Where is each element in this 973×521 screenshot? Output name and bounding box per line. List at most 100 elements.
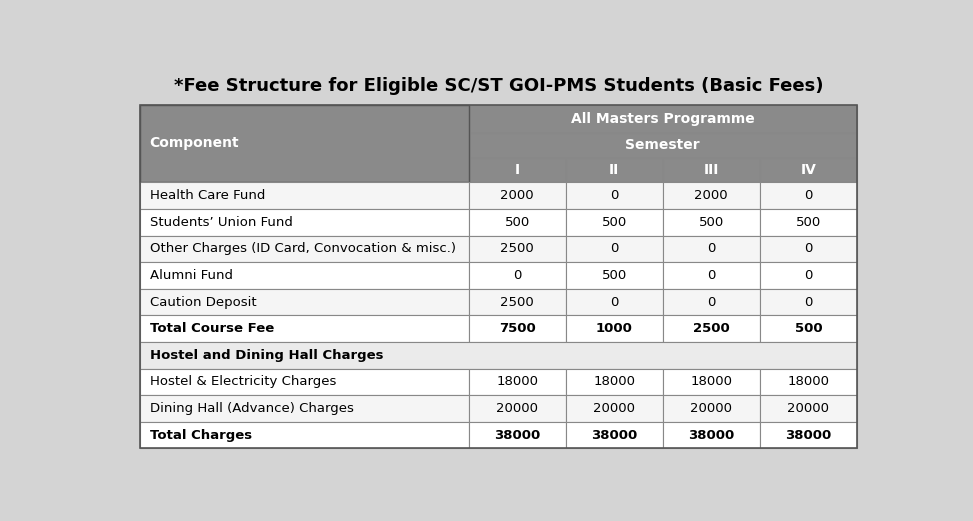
Bar <box>663 422 760 449</box>
Bar <box>760 157 857 182</box>
Bar <box>663 182 760 209</box>
Text: 0: 0 <box>804 189 812 202</box>
Text: 500: 500 <box>601 269 627 282</box>
Text: III: III <box>703 163 719 177</box>
Text: Dining Hall (Advance) Charges: Dining Hall (Advance) Charges <box>150 402 353 415</box>
Bar <box>760 209 857 235</box>
Text: 1000: 1000 <box>595 322 632 335</box>
Bar <box>140 289 469 315</box>
Text: Caution Deposit: Caution Deposit <box>150 295 256 308</box>
Text: 0: 0 <box>804 269 812 282</box>
Text: 18000: 18000 <box>594 376 635 389</box>
Text: 2000: 2000 <box>695 189 728 202</box>
Text: IV: IV <box>801 163 816 177</box>
Text: I: I <box>515 163 520 177</box>
Text: Total Course Fee: Total Course Fee <box>150 322 273 335</box>
Text: 0: 0 <box>513 269 522 282</box>
Text: 2500: 2500 <box>500 242 534 255</box>
Text: 500: 500 <box>796 216 821 229</box>
Bar <box>565 369 663 395</box>
Text: 500: 500 <box>601 216 627 229</box>
Text: Other Charges (ID Card, Convocation & misc.): Other Charges (ID Card, Convocation & mi… <box>150 242 455 255</box>
Text: 38000: 38000 <box>494 429 540 442</box>
Text: 0: 0 <box>610 295 619 308</box>
Text: Semester: Semester <box>626 138 700 152</box>
Bar <box>760 395 857 422</box>
Bar <box>760 262 857 289</box>
Bar <box>565 262 663 289</box>
Bar <box>140 369 469 395</box>
Bar <box>140 182 469 209</box>
Bar <box>663 235 760 262</box>
Text: 500: 500 <box>699 216 724 229</box>
Text: II: II <box>609 163 619 177</box>
Bar <box>140 342 857 369</box>
Text: 0: 0 <box>610 189 619 202</box>
Text: Hostel & Electricity Charges: Hostel & Electricity Charges <box>150 376 336 389</box>
Bar <box>663 369 760 395</box>
Text: Hostel and Dining Hall Charges: Hostel and Dining Hall Charges <box>150 349 383 362</box>
Bar <box>140 395 469 422</box>
Text: 500: 500 <box>504 216 529 229</box>
Text: 18000: 18000 <box>496 376 538 389</box>
Bar <box>565 315 663 342</box>
Bar <box>760 235 857 262</box>
Bar <box>469 395 565 422</box>
Bar <box>469 182 565 209</box>
Text: 0: 0 <box>707 269 715 282</box>
Bar <box>469 369 565 395</box>
Text: 0: 0 <box>707 295 715 308</box>
Bar <box>663 157 760 182</box>
Bar <box>469 422 565 449</box>
Bar <box>140 422 469 449</box>
Bar <box>469 105 857 133</box>
Text: 20000: 20000 <box>594 402 635 415</box>
Text: 2000: 2000 <box>500 189 534 202</box>
Bar <box>760 182 857 209</box>
Text: Students’ Union Fund: Students’ Union Fund <box>150 216 293 229</box>
Text: *Fee Structure for Eligible SC/ST GOI-PMS Students (Basic Fees): *Fee Structure for Eligible SC/ST GOI-PM… <box>174 77 823 94</box>
Bar <box>565 395 663 422</box>
Text: All Masters Programme: All Masters Programme <box>571 111 755 126</box>
Bar <box>663 262 760 289</box>
Bar <box>760 422 857 449</box>
Text: 0: 0 <box>804 242 812 255</box>
Bar <box>663 395 760 422</box>
Bar <box>140 105 857 449</box>
Bar <box>663 289 760 315</box>
Text: Health Care Fund: Health Care Fund <box>150 189 265 202</box>
Text: 18000: 18000 <box>690 376 733 389</box>
Bar <box>663 315 760 342</box>
Text: Total Charges: Total Charges <box>150 429 252 442</box>
Text: 2500: 2500 <box>693 322 730 335</box>
Text: 20000: 20000 <box>690 402 733 415</box>
Bar <box>140 209 469 235</box>
Text: 0: 0 <box>804 295 812 308</box>
Text: Component: Component <box>150 137 239 151</box>
Text: 0: 0 <box>707 242 715 255</box>
Bar <box>760 289 857 315</box>
Text: 20000: 20000 <box>496 402 538 415</box>
Text: Alumni Fund: Alumni Fund <box>150 269 233 282</box>
Bar <box>469 209 565 235</box>
Text: 2500: 2500 <box>500 295 534 308</box>
Bar <box>140 235 469 262</box>
Text: 38000: 38000 <box>688 429 735 442</box>
Text: 38000: 38000 <box>785 429 832 442</box>
Bar <box>760 315 857 342</box>
Bar <box>140 315 469 342</box>
Bar <box>469 315 565 342</box>
Bar <box>760 369 857 395</box>
Bar <box>565 182 663 209</box>
Bar <box>565 209 663 235</box>
Text: 500: 500 <box>795 322 822 335</box>
Text: 0: 0 <box>610 242 619 255</box>
Bar <box>140 262 469 289</box>
Bar <box>565 289 663 315</box>
Bar <box>469 157 565 182</box>
Text: 7500: 7500 <box>499 322 535 335</box>
Bar <box>140 105 469 182</box>
Bar <box>469 262 565 289</box>
Text: 38000: 38000 <box>591 429 637 442</box>
Bar <box>565 235 663 262</box>
